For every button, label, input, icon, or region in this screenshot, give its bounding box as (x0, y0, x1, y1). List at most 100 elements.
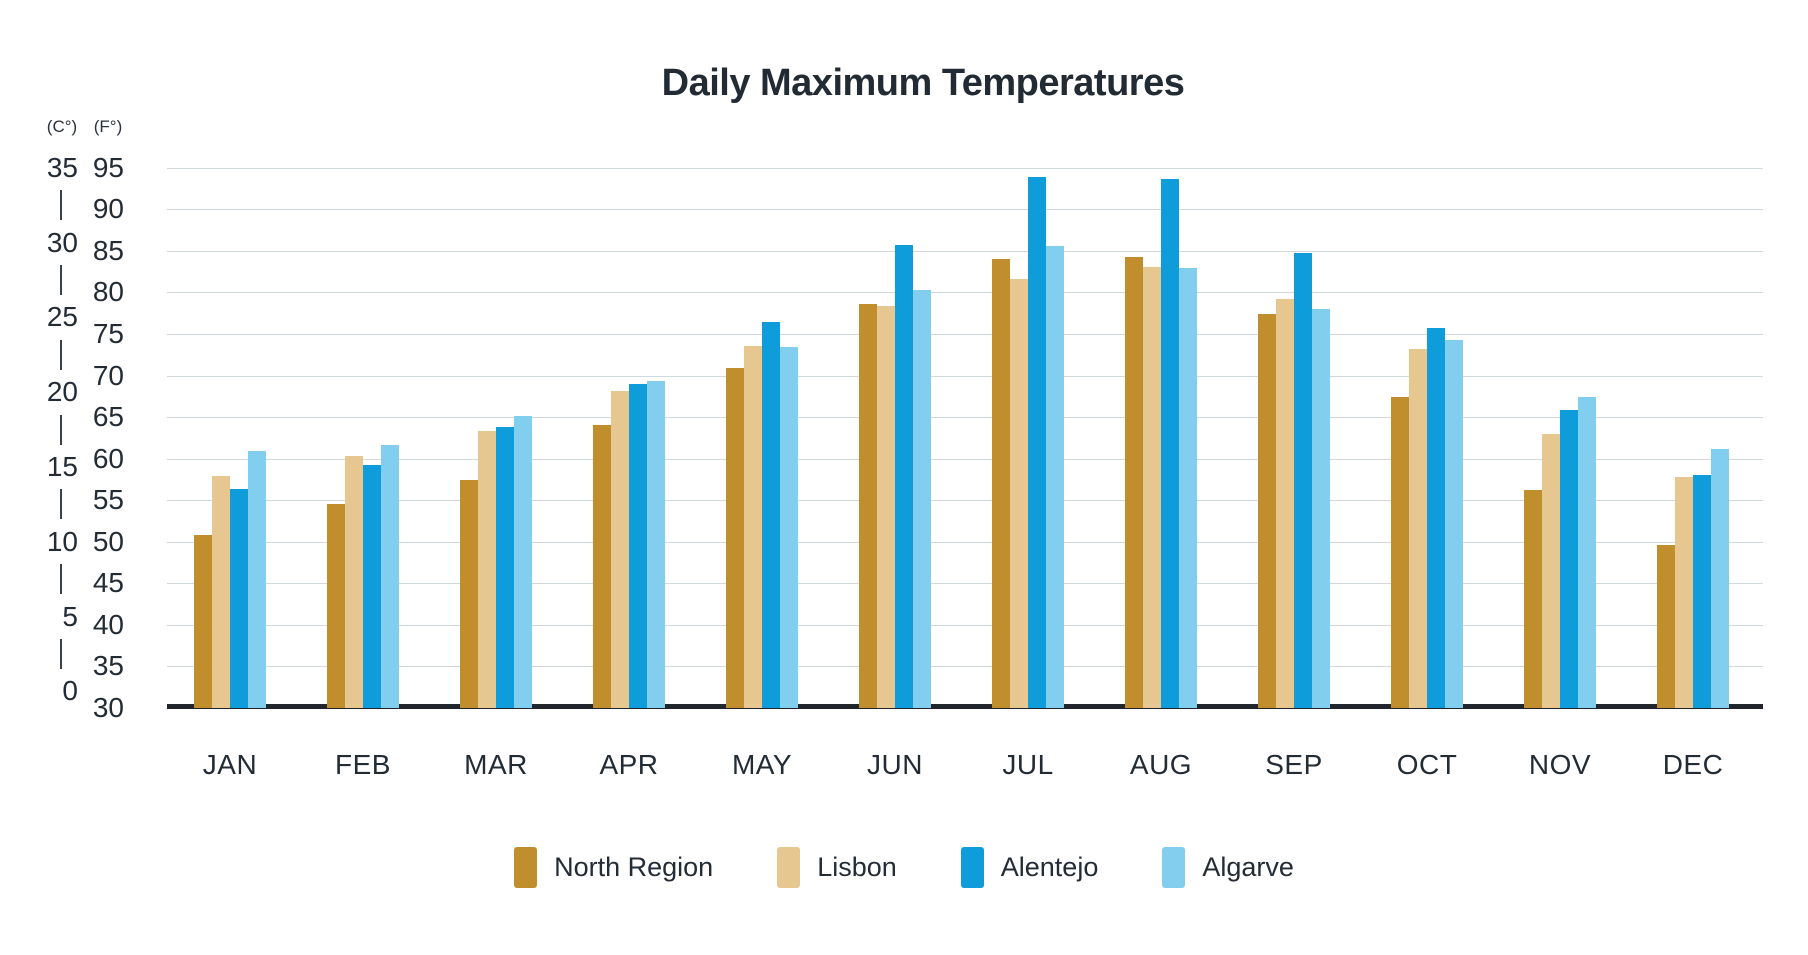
x-tick-jun: JUN (867, 749, 923, 780)
legend: North Region Lisbon Alentejo Algarve (0, 847, 1808, 888)
bar-north-region-jul (992, 259, 1010, 708)
x-tick-jan: JAN (202, 749, 258, 780)
bar-lisbon-jul (1010, 279, 1028, 708)
bar-north-region-oct (1391, 397, 1409, 708)
fahrenheit-tick-95: 95 (92, 151, 124, 183)
gridline-75f (167, 334, 1763, 335)
bar-north-region-jan (194, 535, 212, 708)
bar-alentejo-sep (1294, 253, 1312, 708)
bar-north-region-dec (1657, 545, 1675, 708)
celsius-axis-dash (60, 339, 62, 370)
x-tick-mar: MAR (464, 749, 528, 780)
gridline-70f (167, 376, 1763, 377)
fahrenheit-unit-label: (F°) (93, 117, 123, 136)
bar-algarve-mar (514, 416, 532, 708)
bar-north-region-sep (1258, 314, 1276, 708)
legend-swatch-lisbon (777, 847, 801, 888)
fahrenheit-tick-45: 45 (92, 567, 124, 599)
gridline-65f (167, 417, 1763, 418)
bar-lisbon-dec (1675, 476, 1693, 708)
legend-label: North Region (554, 852, 714, 882)
bar-north-region-feb (327, 504, 345, 708)
x-tick-jul: JUL (1002, 749, 1054, 780)
celsius-axis-dash (60, 638, 62, 669)
legend-swatch-north-region (514, 847, 538, 888)
celsius-axis-dash (60, 564, 62, 595)
bar-lisbon-may (744, 345, 762, 708)
bar-alentejo-jul (1028, 176, 1046, 708)
fahrenheit-tick-60: 60 (92, 442, 124, 474)
legend-item-algarve: Algarve (1162, 847, 1294, 888)
x-tick-oct: OCT (1396, 749, 1458, 780)
fahrenheit-tick-80: 80 (92, 276, 124, 308)
bar-north-region-aug (1125, 257, 1143, 708)
bar-alentejo-nov (1560, 409, 1578, 708)
chart-title: Daily Maximum Temperatures (661, 62, 1185, 104)
fahrenheit-tick-55: 55 (92, 484, 124, 516)
bar-alentejo-mar (496, 427, 514, 708)
fahrenheit-tick-85: 85 (92, 234, 124, 266)
legend-label: Lisbon (817, 852, 897, 882)
legend-item-north-region: North Region (514, 847, 713, 888)
celsius-axis-dash (60, 264, 62, 295)
gridline-90f (167, 209, 1763, 210)
bar-algarve-jul (1046, 245, 1064, 708)
bar-algarve-may (780, 347, 798, 708)
legend-label: Algarve (1202, 852, 1294, 882)
bar-alentejo-jan (230, 488, 248, 708)
gridline-35f (167, 666, 1763, 667)
bar-algarve-jan (248, 451, 266, 708)
bar-lisbon-feb (345, 456, 363, 708)
fahrenheit-tick-50: 50 (92, 525, 124, 557)
celsius-unit-label: (C°) (46, 117, 78, 136)
celsius-tick-20: 20 (46, 376, 78, 408)
x-tick-aug: AUG (1129, 749, 1193, 780)
bar-north-region-jun (859, 304, 877, 708)
celsius-tick-30: 30 (46, 226, 78, 258)
celsius-axis-dash (60, 190, 62, 221)
x-axis-baseline (167, 704, 1763, 709)
fahrenheit-tick-30: 30 (92, 692, 124, 723)
bar-algarve-dec (1711, 449, 1729, 708)
celsius-tick-25: 25 (46, 301, 78, 333)
bar-algarve-oct (1445, 339, 1463, 708)
bar-lisbon-nov (1542, 433, 1560, 708)
x-tick-dec: DEC (1662, 749, 1724, 780)
bar-alentejo-dec (1693, 475, 1711, 708)
bar-north-region-may (726, 368, 744, 708)
bar-north-region-nov (1524, 490, 1542, 708)
celsius-axis-dash (60, 489, 62, 520)
gridline-40f (167, 625, 1763, 626)
legend-swatch-alentejo (960, 847, 984, 888)
bar-north-region-mar (460, 480, 478, 708)
fahrenheit-tick-90: 90 (92, 193, 124, 225)
x-tick-feb: FEB (335, 749, 391, 780)
bar-algarve-nov (1578, 397, 1596, 708)
bar-alentejo-oct (1427, 328, 1445, 708)
bar-lisbon-sep (1276, 299, 1294, 708)
bar-lisbon-mar (478, 431, 496, 708)
bar-lisbon-jan (212, 476, 230, 708)
bar-algarve-jun (913, 289, 931, 708)
bar-lisbon-oct (1409, 348, 1427, 708)
legend-item-lisbon: Lisbon (777, 847, 897, 888)
celsius-tick-10: 10 (46, 525, 78, 557)
legend-label: Alentejo (1000, 852, 1099, 882)
gridline-55f (167, 500, 1763, 501)
celsius-tick-0: 0 (62, 675, 78, 707)
gridline-60f (167, 459, 1763, 460)
bar-algarve-apr (647, 381, 665, 708)
legend-swatch-algarve (1162, 847, 1186, 888)
bar-algarve-sep (1312, 309, 1330, 708)
gridline-85f (167, 251, 1763, 252)
fahrenheit-tick-70: 70 (92, 359, 124, 391)
x-tick-may: MAY (731, 749, 793, 780)
celsius-axis-dash (60, 414, 62, 445)
fahrenheit-tick-40: 40 (92, 608, 124, 640)
legend-item-alentejo: Alentejo (960, 847, 1099, 888)
bar-lisbon-apr (611, 391, 629, 708)
x-tick-apr: APR (599, 749, 659, 780)
bar-lisbon-jun (877, 305, 895, 708)
bar-algarve-feb (381, 444, 399, 708)
